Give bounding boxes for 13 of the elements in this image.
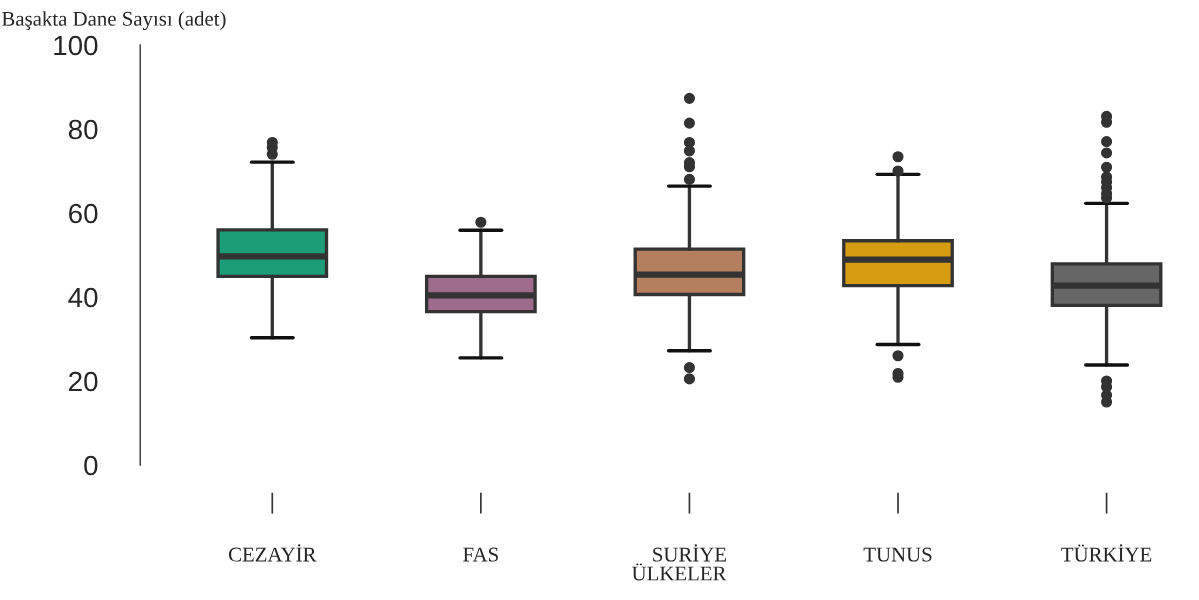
x-tick-label: FAS	[463, 547, 498, 562]
x-axis-title: ÜLKELER	[631, 563, 727, 581]
x-tick-label: SURİYE	[653, 544, 727, 562]
y-tick-label: 60	[69, 203, 98, 224]
y-tick-label: 20	[69, 371, 98, 392]
y-tick-label: 0	[84, 455, 98, 476]
x-tick-label: CEZAYİR	[228, 544, 317, 562]
x-tick-label: TUNUS	[863, 547, 932, 562]
y-axis-title: Başakta Dane Sayısı (adet)	[2, 11, 226, 31]
y-tick-label: 100	[54, 35, 98, 56]
y-tick-label: 80	[68, 119, 98, 140]
x-tick-label: TÜRKİYE	[1061, 544, 1152, 562]
y-tick-label: 40	[68, 287, 98, 308]
